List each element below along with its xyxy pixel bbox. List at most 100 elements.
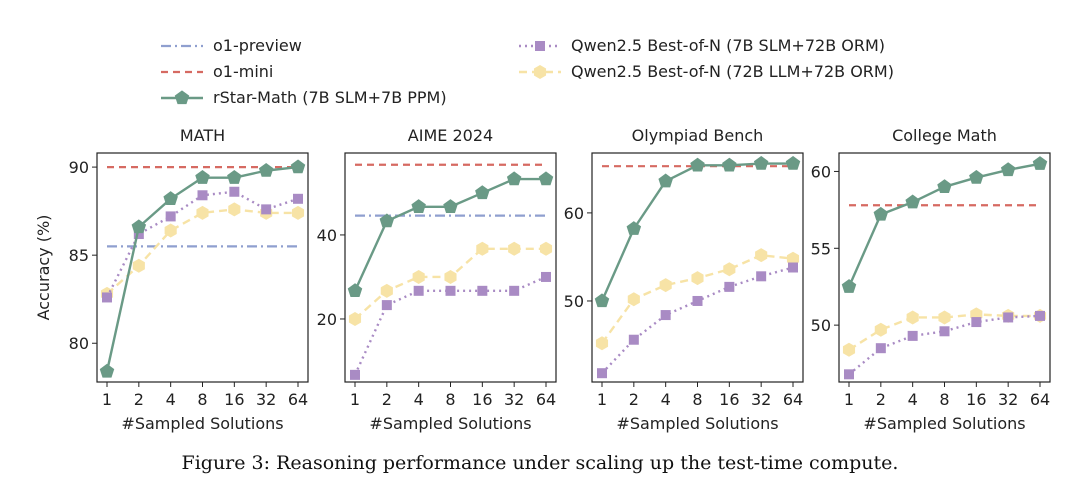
data-point-rstar (163, 191, 178, 205)
chart-panel-3: Olympiad Bench 50 60 1 2 4 8 16 32 64 #Sampled Sol… (564, 126, 804, 433)
legend-label-o1-mini: o1-mini (213, 62, 274, 81)
data-point-rstar (538, 171, 554, 186)
data-point-qwen-slm (1003, 312, 1014, 323)
data-point-rstar (594, 293, 610, 308)
data-point-qwen-llm (691, 271, 704, 286)
charts-area: MATH 80 85 90 1 2 4 8 16 32 64 #Sampled Solutions Ac… (0, 110, 1080, 450)
x-tick-label: 1 (102, 390, 112, 409)
legend-label-rstar-math: rStar-Math (7B SLM+7B PPM) (213, 88, 447, 107)
data-point-qwen-slm (413, 285, 424, 296)
data-point-qwen-llm (595, 336, 609, 351)
data-point-qwen-slm (939, 326, 950, 337)
x-tick-label: 4 (908, 390, 918, 409)
y-tick-label: 50 (564, 292, 584, 311)
data-point-qwen-llm (659, 278, 672, 293)
data-point-qwen-slm (907, 330, 918, 341)
legend-swatch-marker-qwen-slm (535, 41, 545, 51)
data-point-qwen-slm (597, 368, 607, 379)
chart-title: MATH (180, 126, 225, 145)
x-tick-label: 1 (350, 390, 360, 409)
x-tick-label: 64 (1030, 390, 1050, 409)
data-point-qwen-slm (381, 300, 392, 311)
x-tick-label: 64 (536, 390, 556, 409)
data-point-qwen-llm (874, 322, 887, 337)
x-tick-label: 16 (472, 390, 492, 409)
data-point-qwen-slm (692, 295, 703, 306)
data-point-qwen-slm (102, 292, 112, 303)
data-point-rstar (905, 194, 920, 209)
data-point-qwen-slm (1035, 310, 1045, 321)
data-point-qwen-llm (508, 241, 521, 256)
x-axis-label: #Sampled Solutions (121, 414, 283, 433)
x-tick-label: 16 (719, 390, 739, 409)
data-point-qwen-slm (628, 334, 639, 345)
data-point-qwen-slm (660, 310, 671, 321)
data-point-rstar (785, 155, 801, 170)
plot-data (594, 155, 801, 379)
data-point-qwen-llm (723, 262, 736, 277)
figure-caption: Figure 3: Reasoning performance under sc… (181, 452, 899, 474)
data-point-qwen-llm (755, 248, 768, 263)
plot-data (841, 156, 1048, 380)
y-tick-label: 40 (317, 226, 337, 245)
x-tick-label: 2 (629, 390, 639, 409)
plot-frame (96, 152, 309, 383)
data-point-qwen-llm (132, 258, 145, 273)
data-point-qwen-llm (539, 241, 553, 256)
data-point-qwen-slm (724, 281, 735, 292)
data-point-rstar (873, 206, 889, 221)
chart-panel-4: College Math 50 55 60 1 2 4 8 16 32 64 #Sampled Sol… (811, 126, 1051, 433)
data-point-qwen-slm (971, 317, 982, 328)
y-tick-label: 80 (69, 334, 89, 353)
data-point-qwen-slm (541, 271, 551, 282)
legend-label-o1-preview: o1-preview (213, 36, 302, 55)
data-point-qwen-slm (350, 369, 360, 380)
data-point-qwen-llm (786, 251, 800, 266)
x-tick-label: 2 (382, 390, 392, 409)
x-axis-label: #Sampled Solutions (616, 414, 778, 433)
chart-title: Olympiad Bench (632, 126, 764, 145)
x-tick-label: 8 (692, 390, 702, 409)
y-tick-label: 55 (811, 239, 831, 258)
x-tick-label: 1 (597, 390, 607, 409)
y-tick-label: 90 (69, 158, 89, 177)
plot-data (99, 159, 306, 378)
data-point-qwen-llm (476, 241, 489, 256)
y-tick-label: 60 (811, 162, 831, 181)
data-point-qwen-llm (906, 310, 919, 325)
data-point-rstar (753, 155, 769, 170)
data-point-qwen-slm (445, 285, 456, 296)
y-tick-label: 60 (564, 204, 584, 223)
data-point-qwen-slm (261, 204, 272, 215)
data-point-qwen-slm (293, 193, 303, 204)
data-point-qwen-llm (444, 269, 457, 284)
data-point-rstar (443, 199, 458, 213)
data-point-rstar (690, 157, 705, 172)
x-tick-label: 8 (197, 390, 207, 409)
legend-swatches (161, 41, 561, 105)
x-tick-label: 32 (256, 390, 276, 409)
data-point-qwen-slm (756, 271, 767, 282)
data-point-qwen-slm (875, 343, 886, 354)
legend-label-qwen-slm: Qwen2.5 Best-of-N (7B SLM+72B ORM) (571, 36, 886, 55)
plot-frame (344, 152, 557, 383)
data-point-qwen-llm (380, 283, 393, 298)
data-point-qwen-slm (844, 369, 854, 380)
data-point-qwen-slm (788, 262, 798, 273)
data-point-qwen-slm (477, 285, 488, 296)
legend: o1-preview o1-mini rStar-Math (7B SLM+7B… (0, 0, 1080, 120)
x-tick-label: 4 (414, 390, 424, 409)
x-tick-label: 16 (966, 390, 986, 409)
x-tick-label: 32 (751, 390, 771, 409)
data-point-rstar (411, 199, 426, 213)
data-point-qwen-slm (509, 285, 520, 296)
data-point-rstar (379, 213, 395, 228)
data-point-qwen-llm (842, 342, 856, 357)
data-point-rstar (937, 179, 952, 193)
data-point-rstar (131, 219, 147, 234)
data-point-qwen-llm (627, 292, 640, 307)
data-point-qwen-llm (348, 311, 362, 326)
data-point-rstar (626, 221, 642, 235)
y-tick-label: 20 (317, 310, 337, 329)
x-axis-label: #Sampled Solutions (369, 414, 531, 433)
